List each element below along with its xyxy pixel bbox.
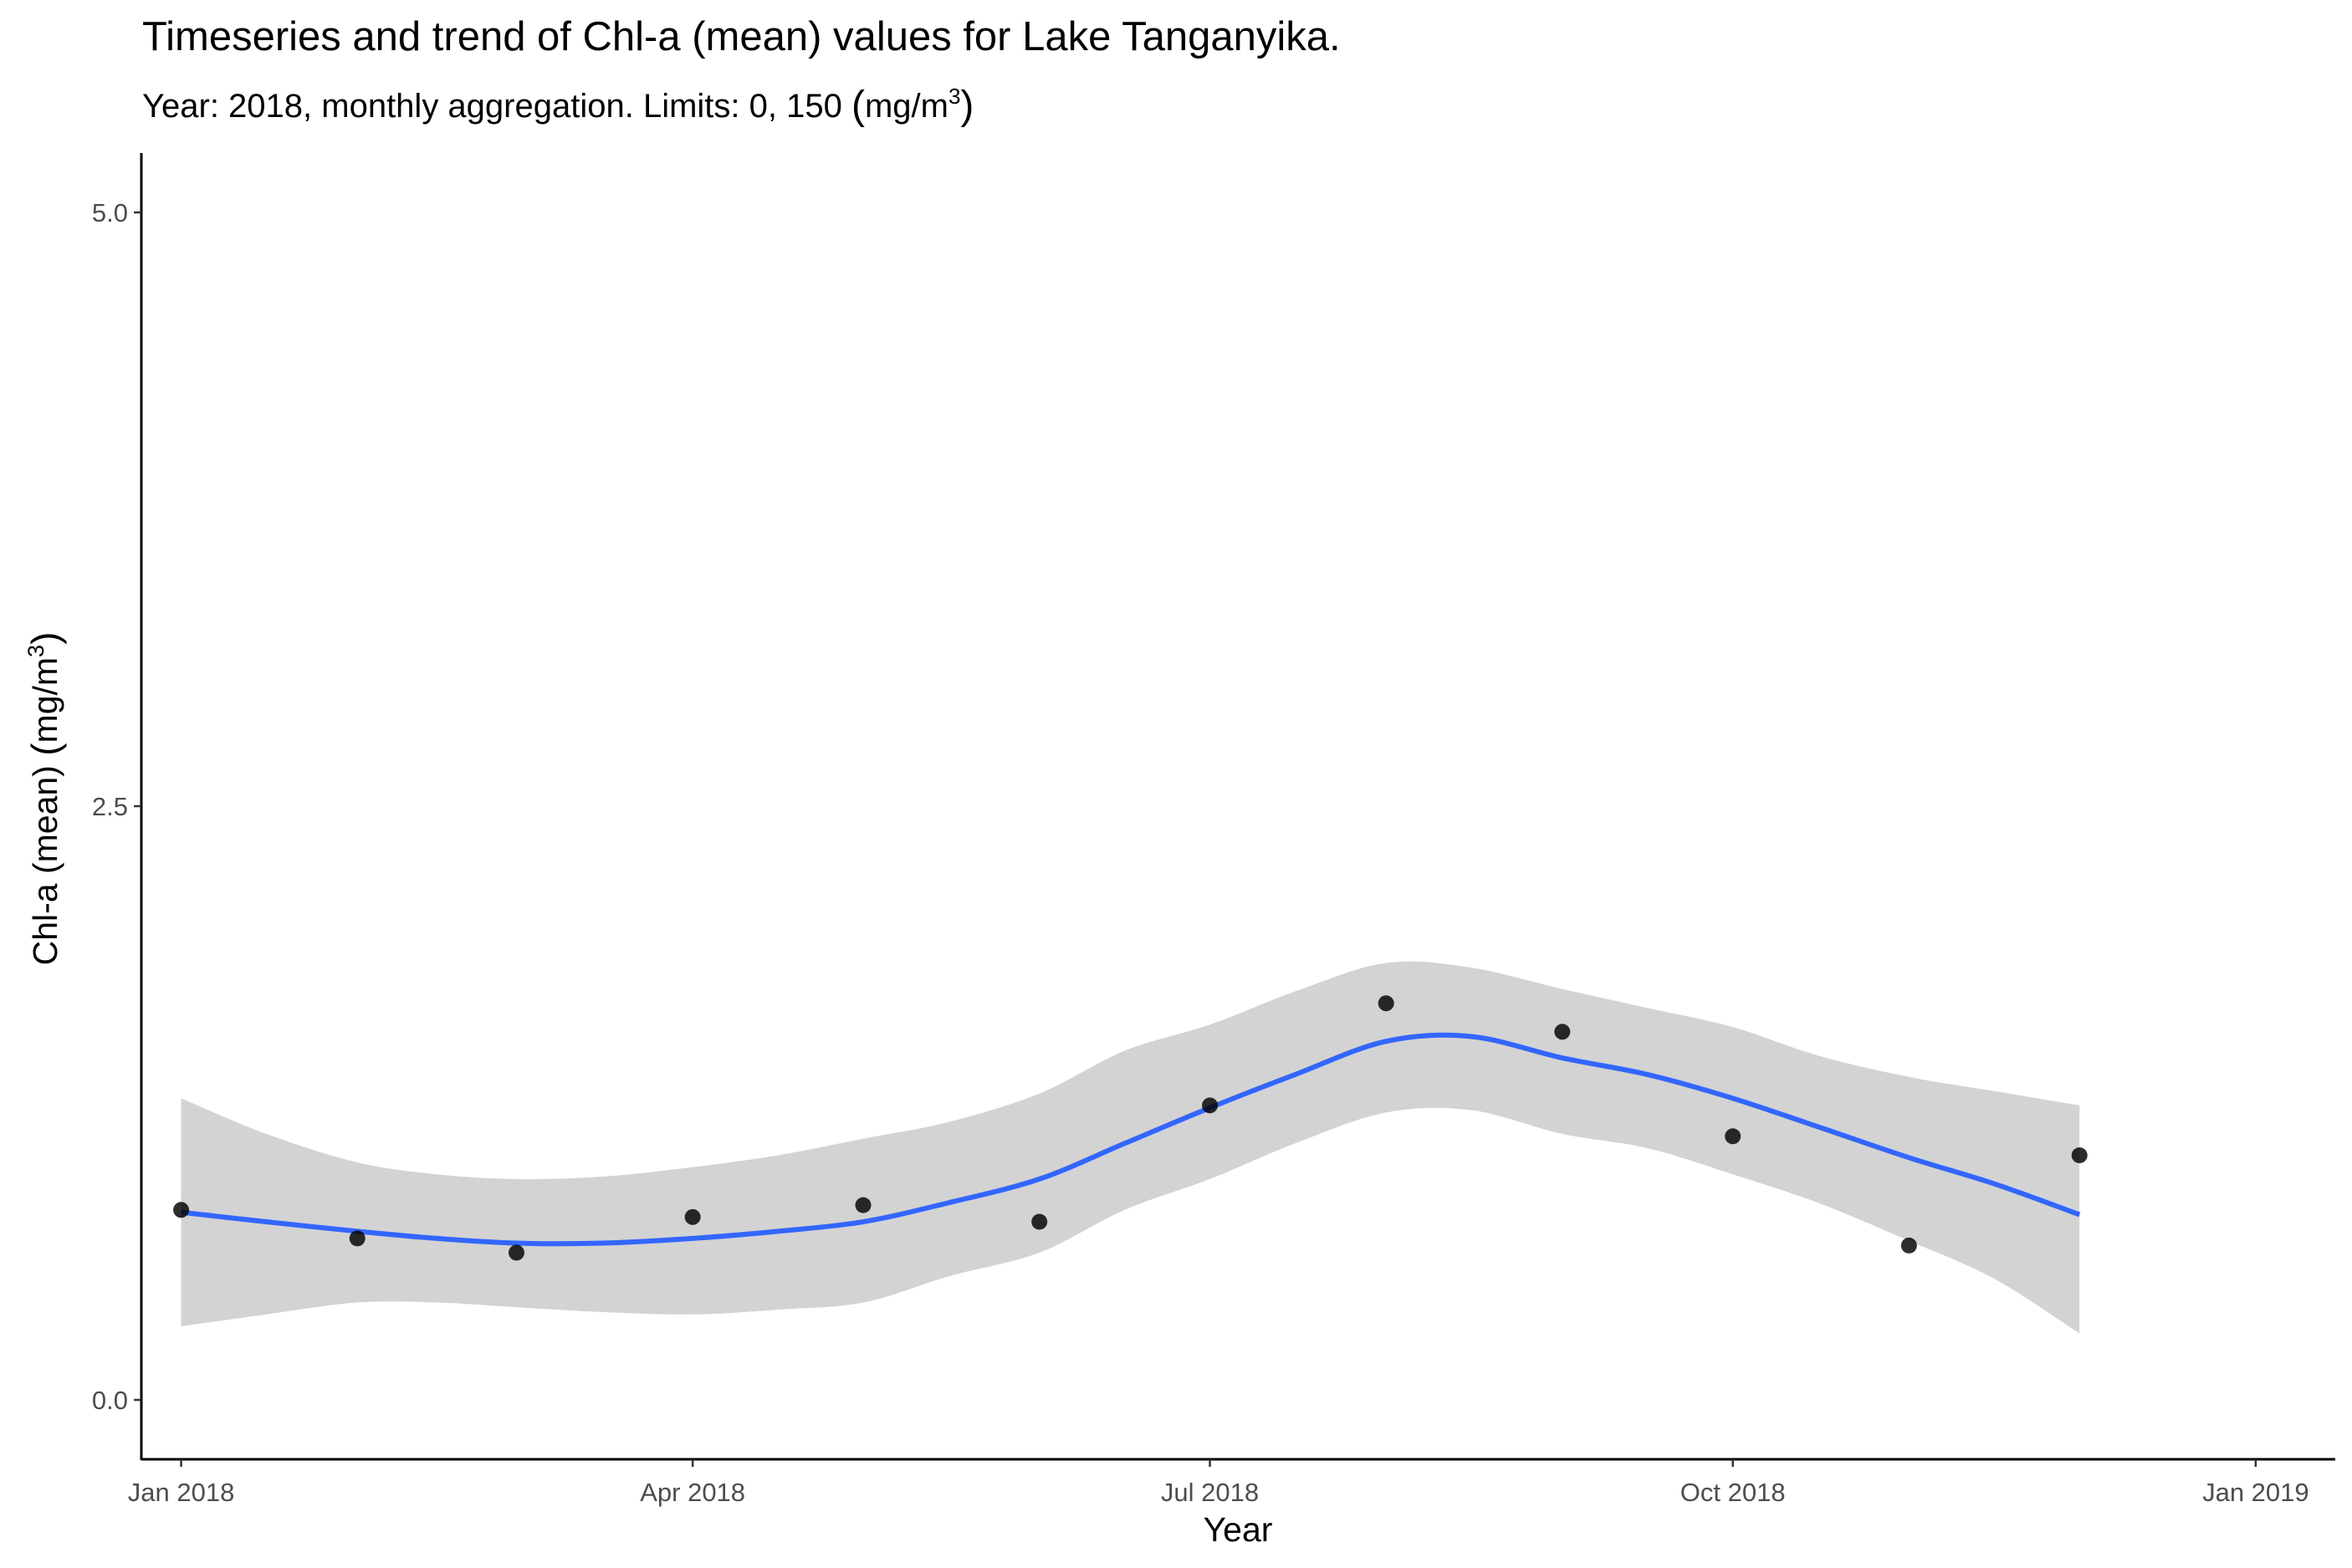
x-tick-label: Jul 2018 <box>1161 1478 1259 1507</box>
y-axis-title-unit: mg/m <box>26 657 64 743</box>
y-tick-label: 0.0 <box>92 1386 128 1415</box>
data-point <box>1900 1237 1917 1254</box>
x-axis-title: Year <box>1204 1510 1273 1549</box>
chart-subtitle: Year: 2018, monthly aggregation. Limits:… <box>142 84 974 128</box>
data-point <box>1031 1213 1048 1230</box>
x-tick-label: Jan 2018 <box>128 1478 235 1507</box>
chart-title: Timeseries and trend of Chl-a (mean) val… <box>142 14 1341 59</box>
y-axis-title-close-paren: ) <box>23 632 67 645</box>
subtitle-open-paren: ( <box>851 84 865 128</box>
subtitle-close-paren: ) <box>960 84 974 128</box>
subtitle-text: Year: 2018, monthly aggregation. Limits:… <box>142 88 851 125</box>
y-tick-label: 2.5 <box>92 792 128 821</box>
y-axis-title-unit-exponent: 3 <box>23 645 49 657</box>
data-point <box>1554 1024 1571 1040</box>
data-point <box>855 1197 872 1213</box>
data-point <box>684 1208 701 1225</box>
data-point <box>1378 995 1394 1012</box>
y-tick-label: 5.0 <box>92 198 128 227</box>
y-axis-ticks: 0.0 2.5 5.0 <box>92 198 141 1415</box>
plot-area <box>173 961 2088 1334</box>
data-point <box>2071 1147 2088 1163</box>
data-point <box>173 1202 190 1218</box>
y-axis-title-text: Chl-a (mean) <box>26 756 64 966</box>
trend-line <box>181 1032 2081 1247</box>
subtitle-unit: mg/m <box>865 88 948 125</box>
y-axis-title-open-paren: ( <box>23 743 67 756</box>
data-point <box>508 1244 524 1261</box>
x-tick-label: Jan 2019 <box>2202 1478 2309 1507</box>
x-axis-ticks: Jan 2018 Apr 2018 Jul 2018 Oct 2018 Jan 2019 <box>128 1459 2309 1507</box>
data-point <box>1725 1128 1741 1145</box>
x-tick-label: Apr 2018 <box>640 1478 745 1507</box>
data-point <box>349 1230 366 1247</box>
data-point <box>1202 1097 1219 1114</box>
x-tick-label: Oct 2018 <box>1680 1478 1786 1507</box>
subtitle-unit-exponent: 3 <box>948 84 960 109</box>
y-axis-title: Chl-a (mean) (mg/m3) <box>23 632 67 966</box>
